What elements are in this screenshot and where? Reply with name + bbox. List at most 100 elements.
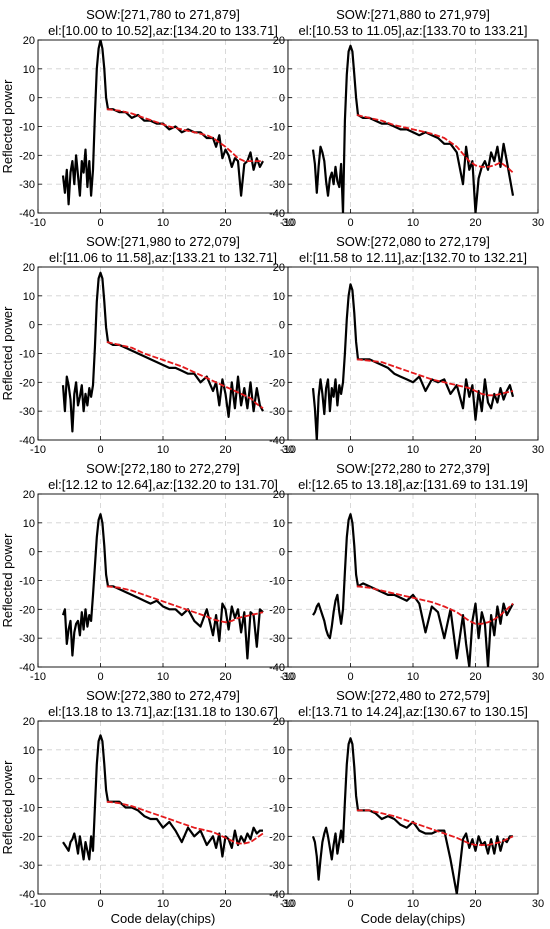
y-tick-label: -10 — [269, 803, 285, 815]
subplot-7: -40 -30 -20 -10 0 10 20 -10 0 10 20 30 SOW:[272,380 … — [0, 688, 294, 926]
y-tick-label: -20 — [269, 377, 285, 389]
x-tick-label: 20 — [219, 444, 231, 456]
y-tick-label: 20 — [23, 35, 35, 47]
x-tick-label: -10 — [30, 217, 46, 229]
y-tick-label: -20 — [19, 604, 35, 616]
y-tick-label: -30 — [269, 633, 285, 645]
power-line — [311, 44, 515, 213]
y-tick-label: -10 — [19, 803, 35, 815]
subplot-subtitle: el:[11.58 to 12.11],az:[132.70 to 132.21… — [299, 250, 527, 265]
x-tick-label: -10 — [280, 671, 296, 683]
x-tick-label: 20 — [219, 671, 231, 683]
x-tick-label: 30 — [532, 217, 544, 229]
subplot-4: -40 -30 -20 -10 0 10 20 -10 0 10 20 30 SOW:[272,080 … — [269, 234, 544, 456]
y-tick-label: -20 — [19, 831, 35, 843]
y-tick-label: -30 — [19, 179, 35, 191]
x-tick-label: 30 — [282, 671, 294, 683]
x-tick-label: 20 — [469, 217, 481, 229]
subplot-subtitle: el:[11.06 to 11.58],az:[133.21 to 132.71… — [49, 250, 277, 265]
subplot-6: -40 -30 -20 -10 0 10 20 -10 0 10 20 30 SOW:[272,280 … — [269, 461, 544, 683]
subplot-subtitle: el:[12.12 to 12.64],az:[132.20 to 131.70… — [48, 477, 278, 492]
y-tick-label: 0 — [279, 547, 285, 559]
y-tick-label: 10 — [273, 64, 285, 76]
y-tick-label: 10 — [273, 518, 285, 530]
y-tick-label: -30 — [269, 860, 285, 872]
x-tick-label: 10 — [407, 217, 419, 229]
subplot-subtitle: el:[10.53 to 11.05],az:[133.70 to 133.21… — [299, 23, 528, 38]
x-tick-label: 30 — [282, 898, 294, 910]
y-tick-label: 10 — [23, 518, 35, 530]
y-tick-label: -30 — [19, 633, 35, 645]
x-tick-label: -10 — [280, 898, 296, 910]
y-tick-label: 20 — [273, 716, 285, 728]
y-axis-label: Reflected power — [0, 79, 15, 174]
y-tick-label: -40 — [19, 208, 35, 220]
x-tick-label: 0 — [347, 444, 353, 456]
x-tick-label: 30 — [532, 898, 544, 910]
y-tick-label: -40 — [269, 662, 285, 674]
y-tick-label: 0 — [29, 93, 35, 105]
x-tick-label: 20 — [469, 444, 481, 456]
subplot-title: SOW:[272,280 to 272,379] — [336, 461, 490, 476]
y-tick-label: -10 — [269, 122, 285, 134]
subplot-title: SOW:[271,880 to 271,979] — [336, 7, 490, 22]
y-tick-label: -30 — [19, 860, 35, 872]
y-tick-label: -40 — [19, 662, 35, 674]
y-tick-label: 20 — [23, 716, 35, 728]
y-tick-label: -10 — [19, 576, 35, 588]
subplot-subtitle: el:[12.65 to 13.18],az:[131.69 to 131.19… — [298, 477, 528, 492]
y-tick-label: -40 — [19, 435, 35, 447]
x-tick-label: 0 — [97, 444, 103, 456]
x-tick-label: 0 — [347, 671, 353, 683]
x-tick-label: 30 — [532, 444, 544, 456]
y-tick-label: 10 — [273, 291, 285, 303]
x-tick-label: 10 — [157, 671, 169, 683]
subplot-1: -40 -30 -20 -10 0 10 20 -10 0 10 20 30 SOW:[271,780 … — [0, 7, 294, 229]
fit-line — [106, 800, 264, 845]
y-tick-label: -40 — [269, 435, 285, 447]
x-tick-label: 30 — [282, 217, 294, 229]
power-line — [61, 513, 264, 660]
x-tick-label: 0 — [347, 217, 353, 229]
y-tick-label: 20 — [23, 262, 35, 274]
x-axis-label: Code delay(chips) — [111, 911, 216, 926]
x-tick-label: 0 — [97, 898, 103, 910]
subplot-title: SOW:[271,980 to 272,079] — [86, 234, 240, 249]
power-line — [312, 513, 514, 667]
subplot-5: -40 -30 -20 -10 0 10 20 -10 0 10 20 30 SOW:[272,180 … — [0, 461, 294, 683]
y-tick-label: 10 — [23, 291, 35, 303]
fit-line — [356, 809, 514, 846]
y-tick-label: -40 — [19, 889, 35, 901]
fit-line — [106, 585, 264, 624]
x-tick-label: 10 — [407, 444, 419, 456]
y-tick-label: -30 — [19, 406, 35, 418]
x-tick-label: 0 — [97, 217, 103, 229]
x-tick-label: -10 — [30, 444, 46, 456]
subplot-subtitle: el:[13.18 to 13.71],az:[131.18 to 130.67… — [48, 704, 278, 719]
y-tick-label: -10 — [19, 349, 35, 361]
x-tick-label: 20 — [469, 671, 481, 683]
subplot-title: SOW:[272,480 to 272,579] — [336, 688, 490, 703]
y-tick-label: 20 — [273, 35, 285, 47]
y-tick-label: -20 — [269, 831, 285, 843]
fit-line — [356, 114, 514, 174]
y-tick-label: -20 — [269, 604, 285, 616]
y-tick-label: 0 — [279, 320, 285, 332]
x-tick-label: 10 — [407, 671, 419, 683]
power-line — [61, 40, 264, 206]
y-axis-label: Reflected power — [0, 760, 15, 855]
y-tick-label: 10 — [273, 745, 285, 757]
fit-line — [106, 108, 263, 163]
x-tick-label: 0 — [97, 671, 103, 683]
x-tick-label: -10 — [30, 671, 46, 683]
subplot-2: -40 -30 -20 -10 0 10 20 -10 0 10 20 30 SOW:[271,880 … — [269, 7, 544, 229]
x-tick-label: 10 — [157, 217, 169, 229]
x-axis-label: Code delay(chips) — [361, 911, 466, 926]
x-tick-label: 20 — [219, 898, 231, 910]
subplot-subtitle: el:[13.71 to 14.24],az:[130.67 to 130.15… — [298, 704, 528, 719]
y-tick-label: 0 — [279, 774, 285, 786]
y-tick-label: -30 — [269, 406, 285, 418]
power-line — [61, 271, 264, 433]
y-tick-label: -20 — [19, 377, 35, 389]
y-tick-label: 20 — [273, 262, 285, 274]
